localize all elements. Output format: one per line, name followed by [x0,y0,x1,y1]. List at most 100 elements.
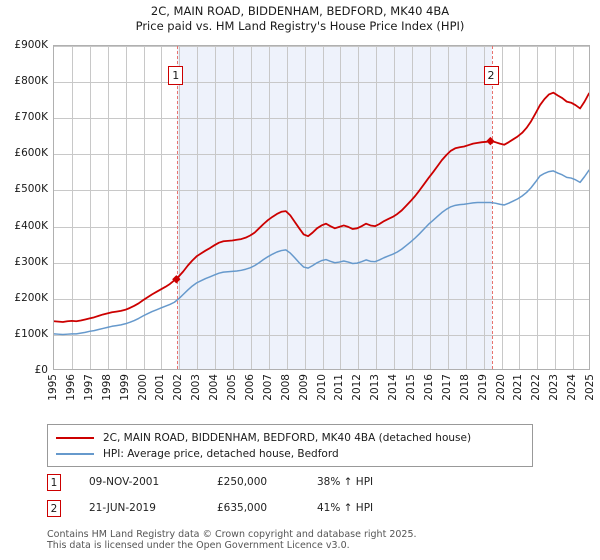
transaction-price: £250,000 [217,476,268,488]
y-axis-tick-label: £500K [14,183,48,196]
gridline-vertical [179,46,181,369]
gridline-vertical [412,46,413,369]
gridline-horizontal [54,262,589,264]
y-axis-tick-label: £400K [14,219,48,232]
transaction-marker-badge[interactable]: 2 [47,500,61,517]
x-axis-tick-label: 2013 [369,374,382,401]
transaction-date: 21-JUN-2019 [89,502,156,514]
legend-color-swatch [56,437,94,439]
y-axis-tick-label: £100K [14,327,48,340]
gridline-vertical [107,46,109,369]
gridline-vertical [394,46,396,369]
x-axis-tick-label: 2015 [405,374,417,401]
y-axis-tick-label: £600K [14,147,48,160]
x-axis-tick-label: 2025 [584,374,596,401]
gridline-vertical [125,46,127,369]
gridline-vertical [215,46,217,369]
x-axis-tick-label: 2023 [548,374,561,401]
transaction-point-marker [486,136,495,146]
chart-legend: 2C, MAIN ROAD, BIDDENHAM, BEDFORD, MK40 … [47,424,533,467]
event-marker-line [492,46,493,369]
page-subtitle: Price paid vs. HM Land Registry's House … [135,19,465,33]
x-axis-tick-label: 2018 [458,374,471,401]
transaction-marker-badge[interactable]: 1 [47,474,61,491]
gridline-vertical [250,46,252,369]
gridline-vertical [161,46,163,369]
plot-area [53,45,590,370]
x-axis-tick-label: 2007 [261,374,274,401]
gridline-vertical [501,46,503,369]
page-title: 2C, MAIN ROAD, BIDDENHAM, BEDFORD, MK40 … [150,4,450,18]
y-axis-tick-label: £200K [14,291,48,304]
gridline-vertical [519,46,521,369]
chart-title-block: 2C, MAIN ROAD, BIDDENHAM, BEDFORD, MK40 … [0,4,600,34]
x-axis-tick-label: 2024 [566,374,579,401]
grid-layer [54,46,589,369]
y-axis-tick-label: £800K [14,75,48,88]
gridline-vertical [268,46,270,369]
y-axis-tick-label: £700K [14,111,48,124]
y-axis-tick-label: £900K [14,39,48,51]
x-axis-tick-label: 2011 [333,374,346,401]
gridline-horizontal [54,46,589,47]
legend-label: HPI: Average price, detached house, Bedf… [103,448,339,460]
x-axis-tick-label: 1995 [47,374,59,401]
gridline-vertical [322,46,324,369]
y-axis-tick-label: £300K [14,255,48,268]
series-line [54,91,589,323]
gridline-vertical [376,46,378,369]
x-axis-tick-label: 2019 [476,374,489,401]
x-axis-tick-label: 2002 [172,374,185,401]
footer-line-2: This data is licensed under the Open Gov… [47,540,350,551]
x-axis-tick-label: 2010 [315,374,328,401]
gridline-vertical [537,46,539,369]
x-axis-tick-label: 1998 [100,374,113,401]
x-axis-tick-label: 2006 [243,374,256,401]
series-layer [54,91,589,336]
gridline-vertical [286,46,288,369]
transaction-row: 1 09-NOV-2001 £250,000 38% ↑ HPI [47,473,547,499]
gridline-vertical [358,46,360,369]
gridline-vertical [197,46,199,369]
legend-label: 2C, MAIN ROAD, BIDDENHAM, BEDFORD, MK40 … [103,432,472,444]
gridline-vertical [143,46,145,369]
gridline-vertical [340,46,342,369]
x-axis-tick-label: 2012 [351,374,364,401]
x-axis-tick-label: 1999 [118,374,131,401]
gridline-vertical [71,46,73,369]
x-axis-tick-label: 2022 [530,374,543,401]
x-axis-tick-label: 1997 [82,374,95,401]
gridline-horizontal [54,118,589,120]
series-line [54,169,589,336]
x-axis-tick-label: 2009 [297,374,310,401]
event-badge[interactable]: 2 [483,66,499,85]
x-axis-tick-label: 2004 [208,374,221,401]
gridline-horizontal [54,226,589,228]
transactions-list: 1 09-NOV-2001 £250,000 38% ↑ HPI 2 21-JUN-201… [47,473,547,525]
gridline-vertical [465,46,467,369]
gridline-vertical [233,46,234,369]
x-axis-tick-label: 2021 [512,374,525,401]
x-axis-tick-label: 2000 [136,374,149,401]
x-axis-tick-label: 2005 [226,374,238,401]
x-axis-tick-label: 2016 [422,374,435,401]
footer-attribution: Contains HM Land Registry data © Crown c… [47,529,587,551]
x-axis-tick-label: 2020 [494,374,507,401]
y-axis-labels: £0 £100K £200K £300K £400K £500K £600K £700K £80… [0,39,51,376]
gridline-vertical [429,46,431,369]
transaction-row: 2 21-JUN-2019 £635,000 41% ↑ HPI [47,499,547,525]
x-axis-tick-label: 2017 [440,374,453,401]
gridline-horizontal [54,82,589,84]
gridline-horizontal [54,334,589,336]
transaction-price: £635,000 [217,502,268,514]
transaction-hpi-delta: 41% ↑ HPI [317,502,374,514]
x-axis-tick-label: 2008 [279,374,292,401]
gridline-vertical [483,46,485,369]
gridline-vertical [89,46,91,369]
x-axis-tick-label: 1996 [64,374,77,401]
event-badge[interactable]: 1 [168,66,184,85]
gridline-horizontal [54,298,589,300]
gridline-vertical [304,46,306,369]
y-axis-tick-label: £0 [34,364,48,376]
